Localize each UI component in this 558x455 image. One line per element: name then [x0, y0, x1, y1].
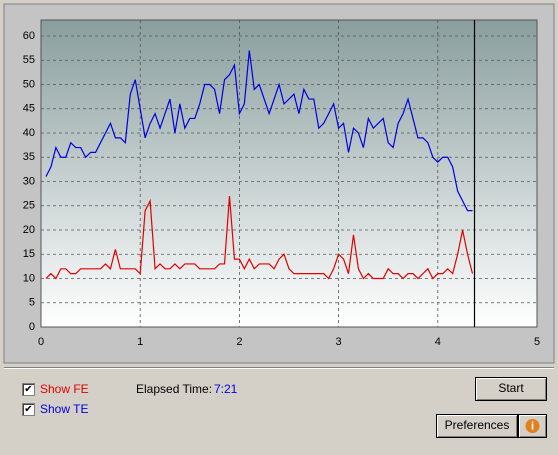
x-tick-label: 3 — [336, 336, 342, 348]
info-button[interactable]: i — [518, 414, 547, 438]
info-icon: i — [525, 419, 540, 433]
y-tick-label: 55 — [23, 54, 35, 66]
svg-text:i: i — [531, 420, 534, 432]
x-tick-label: 0 — [38, 336, 44, 348]
x-tick-label: 5 — [534, 336, 540, 348]
y-tick-label: 30 — [23, 175, 35, 187]
checkbox-label: Show FE — [40, 382, 89, 396]
checkbox[interactable]: ✔ — [22, 403, 35, 416]
elapsed-label: Elapsed Time: — [136, 382, 213, 396]
series-line — [45, 196, 474, 280]
x-tick-label: 2 — [236, 336, 242, 348]
y-tick-label: 35 — [23, 151, 35, 163]
x-tick-label: 1 — [137, 336, 143, 348]
y-tick-label: 25 — [23, 200, 35, 212]
elapsed-value: 7:21 — [214, 382, 238, 396]
preferences-button[interactable]: Preferences — [436, 414, 518, 438]
separator — [4, 367, 554, 369]
y-tick-label: 20 — [23, 224, 35, 236]
y-tick-label: 60 — [23, 30, 35, 42]
series-line — [45, 50, 473, 212]
plot-area — [40, 19, 538, 328]
y-tick-label: 5 — [29, 297, 35, 309]
y-tick-label: 50 — [23, 78, 35, 90]
y-tick-label: 0 — [29, 321, 35, 333]
checkbox-label: Show TE — [40, 402, 89, 416]
y-tick-label: 10 — [23, 272, 35, 284]
y-tick-label: 15 — [23, 248, 35, 260]
x-tick-label: 4 — [435, 336, 441, 348]
y-tick-label: 45 — [23, 103, 35, 115]
checkbox[interactable]: ✔ — [22, 383, 35, 396]
start-button[interactable]: Start — [475, 377, 547, 401]
y-tick-label: 40 — [23, 127, 35, 139]
